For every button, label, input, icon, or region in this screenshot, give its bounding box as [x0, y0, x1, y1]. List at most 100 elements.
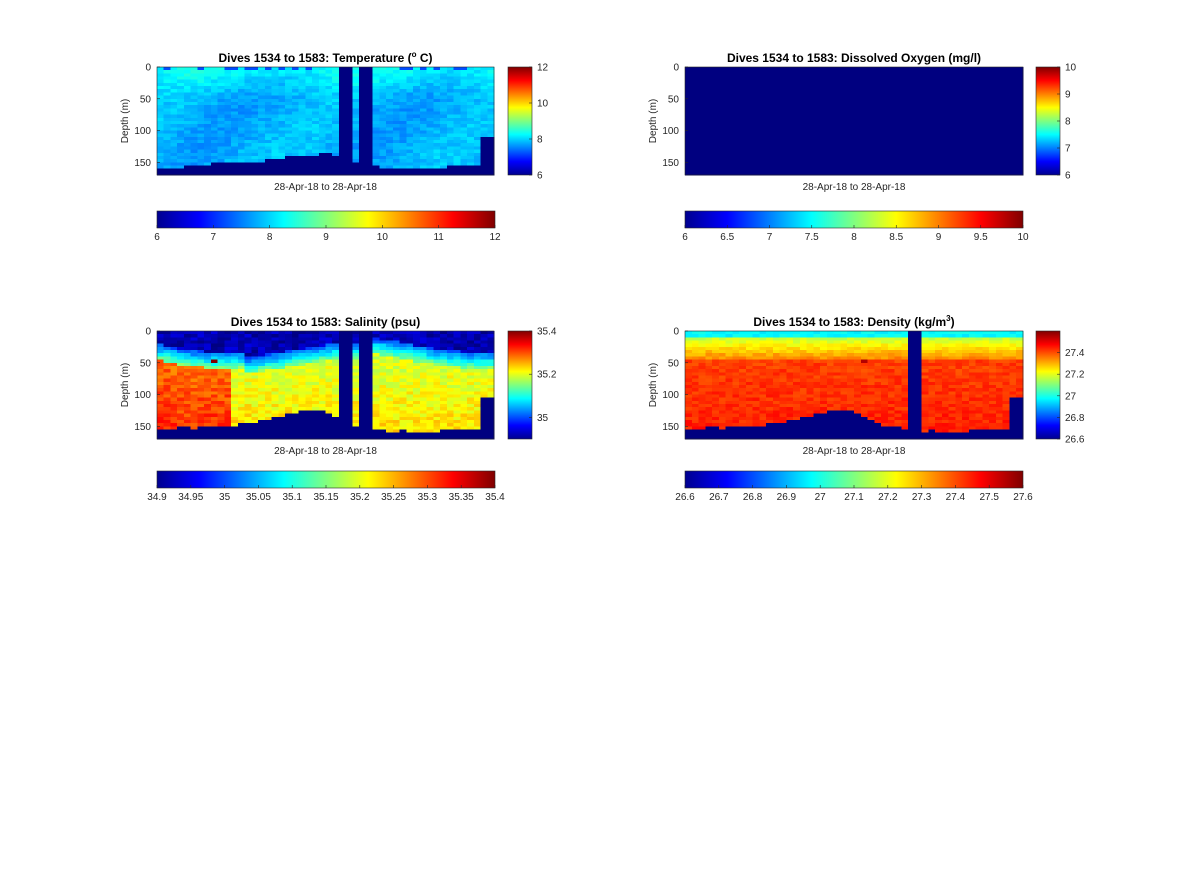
heatmap-cell [813, 95, 821, 100]
heatmap-cell [989, 117, 997, 122]
heatmap-cell [718, 152, 727, 157]
heatmap-cell [881, 76, 889, 81]
heatmap-cell [833, 108, 842, 113]
heatmap-cell [786, 152, 794, 157]
heatmap-cell [386, 127, 394, 132]
heatmap-cell [392, 413, 401, 418]
heatmap-cell [345, 340, 354, 345]
heatmap-cell [860, 117, 869, 122]
heatmap-cell [887, 70, 896, 74]
heatmap-cell [833, 127, 842, 132]
heatmap-cell [285, 356, 293, 361]
heatmap-cell [826, 98, 835, 103]
heatmap-cell [712, 143, 720, 148]
y-tick-label: 150 [134, 158, 151, 169]
heatmap-cell [480, 98, 488, 103]
heatmap-cell [725, 82, 733, 87]
heatmap-cell [399, 162, 407, 167]
heatmap-cell [399, 369, 407, 373]
heatmap-cell [338, 369, 347, 373]
heatmap-cell [941, 117, 950, 122]
heatmap-cell [379, 95, 387, 100]
heatmap-cell [989, 114, 997, 119]
heatmap-cell [419, 79, 428, 84]
heatmap-cell [312, 337, 320, 342]
heatmap-cell [163, 369, 172, 373]
heatmap-cell [237, 146, 246, 151]
heatmap-cell [392, 350, 401, 354]
heatmap-cell [352, 356, 360, 361]
heatmap-cell [190, 130, 199, 135]
heatmap-cell [177, 89, 185, 94]
heatmap-cell [392, 114, 401, 119]
heatmap-cell [440, 127, 448, 132]
heatmap-cell [413, 127, 421, 132]
heatmap-cell [231, 143, 239, 148]
heatmap-cell [399, 372, 407, 377]
heatmap-cell [190, 350, 199, 354]
heatmap-cell [948, 124, 956, 128]
heatmap-cell [278, 76, 286, 81]
heatmap-cell [460, 121, 468, 125]
heatmap-cell [338, 86, 347, 90]
heatmap-cell [237, 70, 246, 74]
heatmap-cell [157, 397, 165, 402]
heatmap-cell [867, 73, 875, 78]
heatmap-cell [453, 79, 461, 84]
heatmap-cell [712, 111, 720, 116]
heatmap-cell [365, 76, 374, 81]
heatmap-cell [698, 86, 706, 90]
heatmap-cell [244, 171, 252, 176]
heatmap-cell [908, 101, 916, 106]
heatmap-cell [224, 155, 232, 160]
heatmap-cell [217, 350, 225, 354]
heatmap-cell [177, 350, 185, 354]
heatmap-cell [217, 149, 225, 154]
heatmap-cell [197, 426, 205, 431]
heatmap-cell [426, 413, 434, 418]
heatmap-cell [217, 92, 225, 97]
heatmap-cell [183, 124, 192, 128]
heatmap-cell [759, 70, 767, 74]
heatmap-cell [183, 413, 192, 418]
heatmap-cell [820, 165, 828, 170]
heatmap-cell [847, 111, 855, 116]
heatmap-cell [881, 67, 889, 71]
heatmap-cell [995, 73, 1004, 78]
heatmap-cell [426, 124, 434, 128]
heatmap-cell [440, 365, 448, 370]
heatmap-cell [224, 105, 232, 109]
heatmap-cell [372, 117, 381, 122]
heatmap-cell [928, 76, 936, 81]
heatmap-cell [359, 73, 367, 78]
heatmap-cell [197, 404, 205, 408]
heatmap-cell [338, 394, 347, 399]
heatmap-cell [379, 98, 387, 103]
heatmap-cell [779, 155, 787, 160]
heatmap-cell [820, 79, 828, 84]
heatmap-cell [799, 149, 808, 154]
heatmap-cell [305, 162, 313, 167]
heatmap-cell [379, 165, 387, 170]
heatmap-cell [989, 95, 997, 100]
heatmap-cell [325, 165, 333, 170]
heatmap-cell [163, 359, 172, 364]
heatmap-cell [745, 140, 754, 144]
heatmap-cell [685, 127, 693, 132]
heatmap-cell [467, 133, 475, 138]
heatmap-cell [399, 391, 407, 396]
heatmap-cell [894, 105, 902, 109]
heatmap-cell [941, 73, 950, 78]
heatmap-cell [318, 121, 327, 125]
heatmap-cell [975, 95, 984, 100]
heatmap-cell [379, 391, 387, 396]
heatmap-cell [285, 369, 293, 373]
heatmap-cell [725, 121, 733, 125]
heatmap-cell [190, 394, 199, 399]
heatmap-cell [291, 159, 300, 163]
heatmap-cell [413, 385, 421, 389]
heatmap-cell [312, 359, 320, 364]
heatmap-cell [968, 146, 977, 151]
heatmap-cell [298, 365, 306, 370]
heatmap-cell [473, 92, 482, 97]
